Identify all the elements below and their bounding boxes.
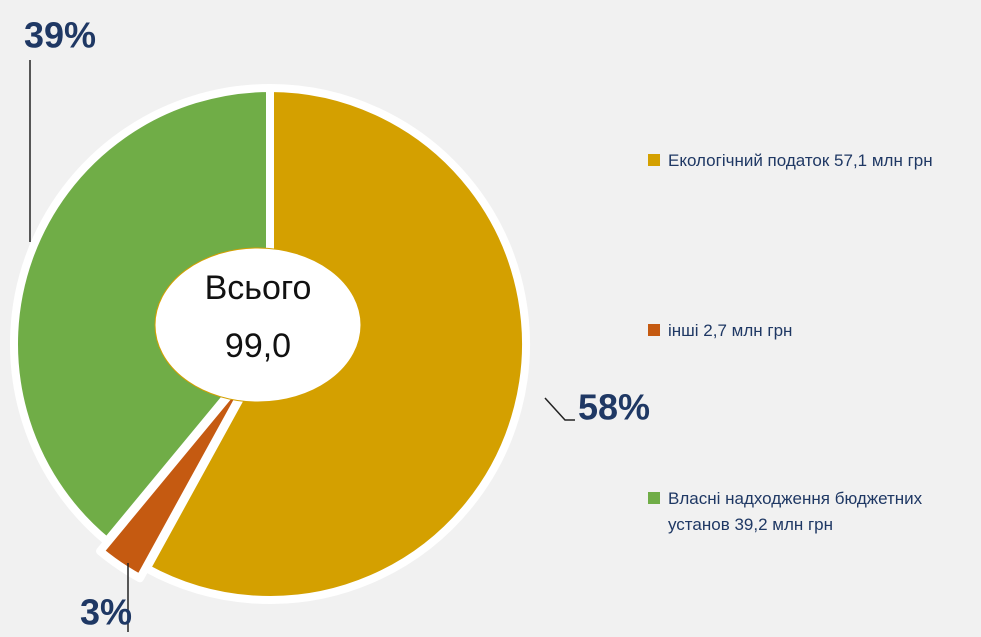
legend-item: Власні надходження бюджетних установ 39,… (648, 486, 978, 538)
legend-label: Власні надходження бюджетних установ 39,… (668, 489, 923, 534)
pie-slice (10, 84, 274, 546)
legend-item: інші 2,7 млн грн (648, 318, 953, 344)
legend-label: інші 2,7 млн грн (668, 321, 793, 340)
leader-line (544, 397, 575, 421)
legend-item: Екологічний податок 57,1 млн грн (648, 148, 953, 174)
pie-slice (96, 349, 268, 583)
data-label: 39% (24, 15, 96, 56)
center-label: 99,0 (225, 327, 291, 365)
legend-swatch (648, 154, 660, 166)
center-label: Всього (205, 269, 312, 307)
legend-swatch (648, 492, 660, 504)
center-ellipse (154, 247, 362, 403)
legend-label: Екологічний податок 57,1 млн грн (668, 151, 933, 170)
legend-swatch (648, 324, 660, 336)
data-label: 3% (80, 592, 132, 633)
data-label: 58% (578, 387, 650, 428)
